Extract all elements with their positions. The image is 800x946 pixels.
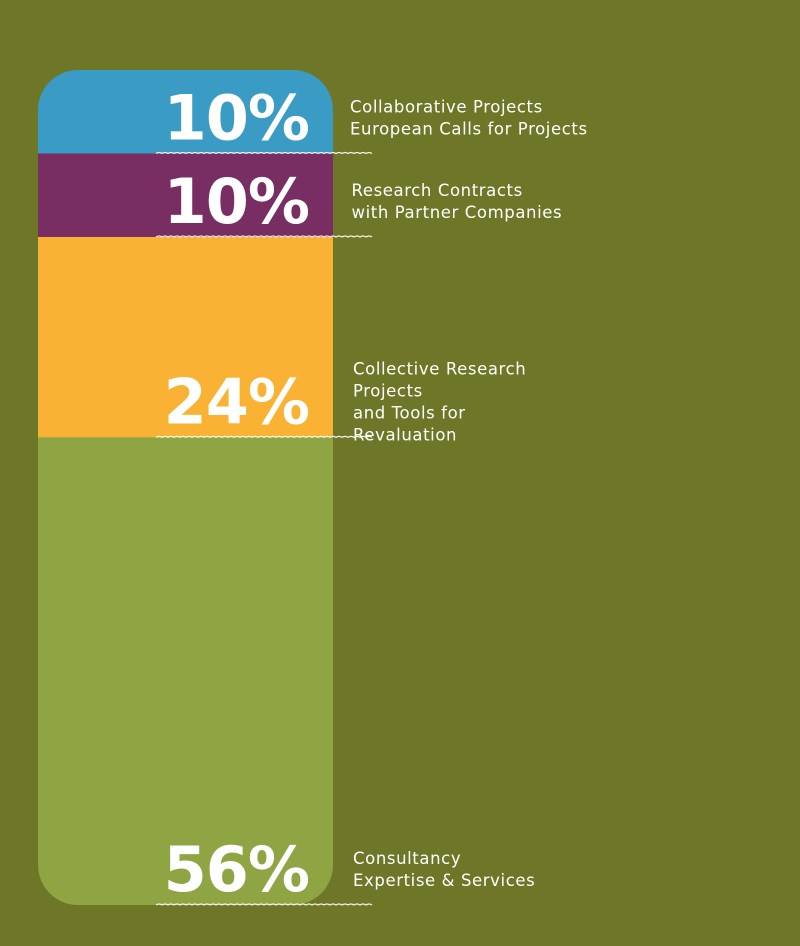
value-label-2: 10% (164, 165, 309, 238)
category-label-3-line-3: and Tools for (353, 403, 466, 422)
bar-segment-2 (38, 153, 333, 238)
bar-segment-3 (38, 237, 333, 438)
segment-divider-3 (155, 435, 373, 439)
category-label-2-line-2: with Partner Companies (352, 203, 563, 222)
bar-segment-4 (38, 437, 333, 905)
segment-divider-4 (155, 903, 373, 906)
bar-segment-1 (38, 70, 333, 154)
value-label-1: 10% (164, 82, 309, 155)
value-label-3: 24% (164, 365, 309, 438)
category-label-1-line-2: European Calls for Projects (350, 120, 588, 139)
category-label-3-line-2: Projects (353, 381, 423, 400)
category-labels: Collaborative Projects European Calls for… (350, 98, 588, 891)
category-label-3-line-4: Revaluation (353, 425, 457, 444)
category-label-3-line-1: Collective Research (353, 359, 526, 378)
segment-divider-1 (155, 151, 373, 155)
bar-segments (38, 70, 333, 905)
percent-labels: 10% 10% 24% 56% (164, 82, 310, 907)
category-label-4-line-1: Consultancy (353, 849, 461, 868)
value-label-4: 56% (164, 833, 309, 906)
segment-divider-2 (155, 235, 373, 238)
category-label-4-line-2: Expertise & Services (353, 871, 535, 890)
category-label-2-line-1: Research Contracts (352, 181, 523, 200)
category-label-1-line-1: Collaborative Projects (350, 98, 543, 117)
segment-dividers (155, 151, 373, 906)
